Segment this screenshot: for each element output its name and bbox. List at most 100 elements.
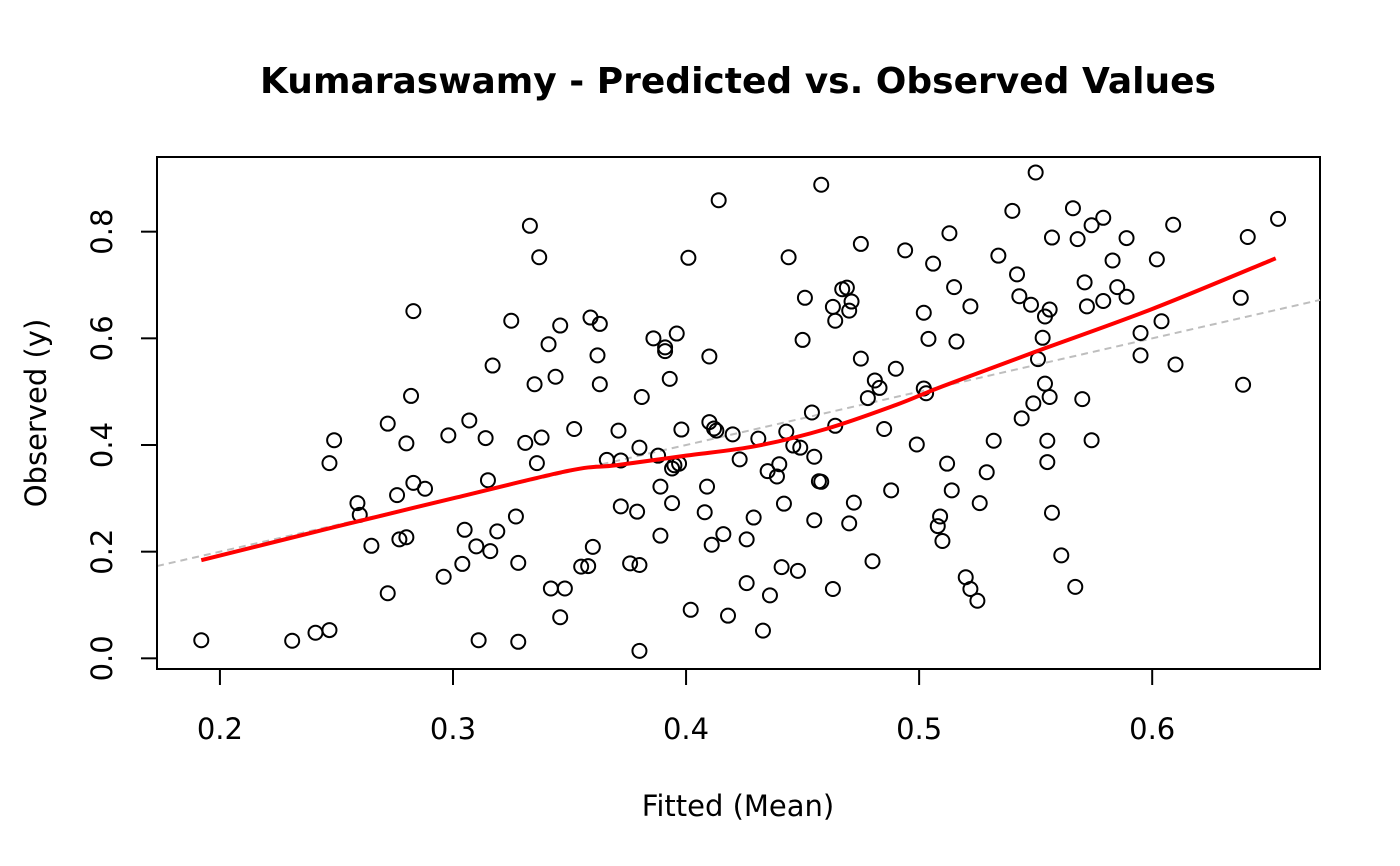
data-point xyxy=(673,421,690,438)
data-point xyxy=(841,515,858,532)
data-point xyxy=(978,464,995,481)
data-point xyxy=(547,368,564,385)
data-point xyxy=(631,642,648,659)
data-point xyxy=(939,455,956,472)
data-point xyxy=(379,585,396,602)
data-point xyxy=(792,439,809,456)
data-point xyxy=(720,607,737,624)
data-point xyxy=(843,293,860,310)
data-point xyxy=(1025,395,1042,412)
data-point xyxy=(1053,547,1070,564)
data-point xyxy=(1095,293,1112,309)
data-point xyxy=(883,482,900,499)
data-point xyxy=(526,376,543,393)
data-point xyxy=(841,302,858,319)
data-point xyxy=(920,330,937,347)
data-point xyxy=(806,512,823,529)
data-point xyxy=(761,587,778,604)
data-point xyxy=(796,289,813,306)
data-point xyxy=(943,482,960,499)
data-point xyxy=(771,456,788,473)
data-point xyxy=(745,509,762,526)
smooth-curve xyxy=(200,256,1277,563)
data-point xyxy=(1270,210,1287,227)
data-point xyxy=(929,518,946,535)
data-point xyxy=(631,439,648,456)
data-point xyxy=(1009,266,1026,283)
y-tick-label: 0.6 xyxy=(85,315,119,361)
data-point xyxy=(440,427,457,444)
data-point xyxy=(622,555,639,572)
data-point xyxy=(589,347,606,364)
data-point xyxy=(503,312,520,329)
x-tick-label: 0.2 xyxy=(197,712,243,746)
x-tick-label: 0.5 xyxy=(896,712,942,746)
data-point xyxy=(759,463,776,480)
data-point xyxy=(552,317,569,334)
data-point xyxy=(542,580,559,597)
data-point xyxy=(775,495,792,512)
data-point xyxy=(668,325,685,342)
data-point xyxy=(887,360,904,377)
data-point xyxy=(1074,391,1091,408)
data-point xyxy=(1076,274,1093,291)
data-point xyxy=(584,538,601,555)
data-point xyxy=(484,357,501,374)
data-point xyxy=(971,495,988,512)
data-point xyxy=(566,421,583,437)
data-point xyxy=(363,537,380,554)
data-point xyxy=(454,555,471,572)
data-point xyxy=(915,304,932,321)
data-point xyxy=(528,455,545,472)
data-point xyxy=(1064,200,1081,217)
y-axis-label: Observed (y) xyxy=(19,319,53,508)
data-point xyxy=(827,312,844,329)
data-point xyxy=(1034,329,1051,346)
data-point xyxy=(1153,313,1170,330)
data-point xyxy=(612,498,629,515)
data-point xyxy=(456,521,473,538)
data-point xyxy=(948,333,965,350)
data-point xyxy=(1148,251,1165,268)
data-point xyxy=(768,468,785,485)
data-point xyxy=(703,536,720,553)
data-point xyxy=(1132,347,1149,364)
data-point xyxy=(661,370,678,387)
data-point xyxy=(482,543,499,560)
data-point xyxy=(540,336,557,353)
data-point xyxy=(908,436,925,453)
data-point xyxy=(932,508,949,525)
data-point xyxy=(710,192,727,209)
data-point xyxy=(477,430,494,447)
data-point xyxy=(284,632,301,649)
data-point xyxy=(897,242,914,259)
data-point xyxy=(326,432,343,449)
data-point xyxy=(696,504,713,521)
data-point xyxy=(738,575,755,592)
data-point xyxy=(680,249,697,266)
data-point xyxy=(556,580,573,597)
data-point xyxy=(813,473,830,490)
y-tick-label: 0.2 xyxy=(85,529,119,575)
data-point xyxy=(391,531,408,548)
data-point xyxy=(773,559,790,576)
data-point xyxy=(193,632,210,649)
data-point xyxy=(852,350,869,367)
data-point xyxy=(417,480,434,497)
x-axis: 0.2 0.3 0.4 0.5 0.6 xyxy=(197,668,1175,746)
data-point xyxy=(806,448,823,465)
data-point xyxy=(403,387,420,404)
data-point xyxy=(652,478,669,495)
y-tick-label: 0.4 xyxy=(85,422,119,468)
data-point xyxy=(389,487,406,504)
data-point xyxy=(962,298,979,315)
x-tick-label: 0.4 xyxy=(663,712,709,746)
data-point xyxy=(1167,356,1184,373)
data-point xyxy=(780,249,797,266)
data-point xyxy=(650,447,667,464)
data-point xyxy=(1083,217,1100,234)
data-point xyxy=(631,557,648,573)
data-point xyxy=(379,415,396,432)
data-point xyxy=(706,420,723,437)
data-point xyxy=(699,478,716,495)
